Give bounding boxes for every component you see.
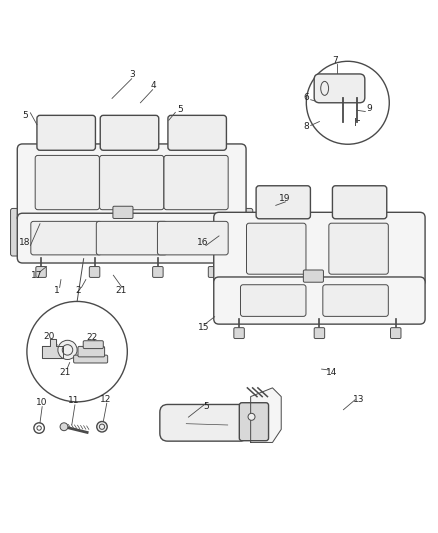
FancyBboxPatch shape <box>239 403 268 441</box>
Text: 14: 14 <box>325 368 337 377</box>
FancyBboxPatch shape <box>157 221 228 255</box>
FancyBboxPatch shape <box>160 405 247 441</box>
Text: 7: 7 <box>333 56 339 65</box>
FancyBboxPatch shape <box>214 277 425 324</box>
Text: 15: 15 <box>198 323 209 332</box>
Text: 18: 18 <box>19 238 31 247</box>
Circle shape <box>60 423 68 431</box>
Text: 17: 17 <box>31 271 42 280</box>
FancyBboxPatch shape <box>89 266 100 277</box>
FancyBboxPatch shape <box>314 328 325 338</box>
Text: 1: 1 <box>54 286 60 295</box>
Text: 12: 12 <box>100 395 111 404</box>
FancyBboxPatch shape <box>329 223 389 274</box>
FancyBboxPatch shape <box>37 115 95 150</box>
FancyBboxPatch shape <box>17 144 246 223</box>
FancyBboxPatch shape <box>99 156 164 209</box>
Text: 5: 5 <box>203 402 209 411</box>
FancyBboxPatch shape <box>164 156 228 209</box>
Text: 22: 22 <box>87 333 98 342</box>
Text: 9: 9 <box>366 104 371 113</box>
Text: 21: 21 <box>115 286 127 295</box>
Polygon shape <box>42 338 63 358</box>
Text: 5: 5 <box>177 105 183 114</box>
FancyBboxPatch shape <box>96 221 167 255</box>
Text: 10: 10 <box>35 398 47 407</box>
FancyBboxPatch shape <box>323 285 389 317</box>
Circle shape <box>248 413 255 421</box>
Text: 5: 5 <box>22 111 28 120</box>
FancyBboxPatch shape <box>247 223 306 274</box>
FancyBboxPatch shape <box>208 266 219 277</box>
Text: 13: 13 <box>353 395 364 404</box>
Text: 11: 11 <box>68 397 80 406</box>
FancyBboxPatch shape <box>236 208 253 256</box>
FancyBboxPatch shape <box>391 328 401 338</box>
Text: 6: 6 <box>304 93 309 102</box>
FancyBboxPatch shape <box>240 285 306 317</box>
FancyBboxPatch shape <box>234 328 244 338</box>
Text: 19: 19 <box>279 195 290 203</box>
FancyBboxPatch shape <box>168 115 226 150</box>
Text: 4: 4 <box>151 81 156 90</box>
Text: 8: 8 <box>304 122 309 131</box>
Circle shape <box>58 340 77 359</box>
FancyBboxPatch shape <box>304 270 323 282</box>
FancyBboxPatch shape <box>31 221 102 255</box>
FancyBboxPatch shape <box>332 186 387 219</box>
Text: 16: 16 <box>197 238 208 247</box>
Circle shape <box>97 422 107 432</box>
FancyBboxPatch shape <box>35 156 99 209</box>
FancyBboxPatch shape <box>36 266 46 277</box>
FancyBboxPatch shape <box>152 266 163 277</box>
FancyBboxPatch shape <box>314 74 365 103</box>
FancyBboxPatch shape <box>17 213 246 263</box>
Polygon shape <box>251 388 281 442</box>
FancyBboxPatch shape <box>11 208 27 256</box>
FancyBboxPatch shape <box>256 186 311 219</box>
FancyBboxPatch shape <box>78 346 105 357</box>
FancyBboxPatch shape <box>214 212 425 286</box>
FancyBboxPatch shape <box>74 355 108 363</box>
Text: 2: 2 <box>76 286 81 295</box>
FancyBboxPatch shape <box>83 341 103 349</box>
FancyBboxPatch shape <box>100 115 159 150</box>
FancyBboxPatch shape <box>113 206 133 219</box>
Text: 21: 21 <box>60 368 71 377</box>
Text: 3: 3 <box>129 70 134 79</box>
Text: 20: 20 <box>43 332 54 341</box>
